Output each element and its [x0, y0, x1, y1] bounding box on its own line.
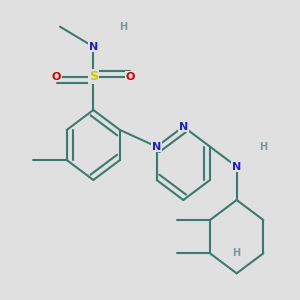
Text: N: N	[232, 162, 241, 172]
Text: H: H	[119, 22, 128, 32]
Text: S: S	[89, 70, 98, 83]
Text: O: O	[125, 72, 135, 82]
Text: N: N	[89, 42, 98, 52]
Text: O: O	[52, 72, 62, 82]
Text: N: N	[152, 142, 161, 152]
Text: N: N	[179, 122, 188, 132]
Text: H: H	[232, 248, 241, 258]
Text: H: H	[259, 142, 267, 152]
